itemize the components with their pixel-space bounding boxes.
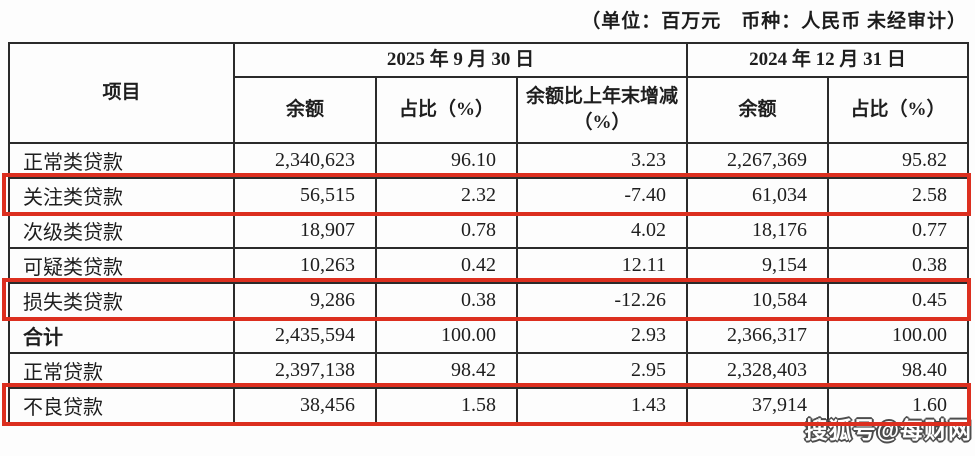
cell-change: 12.11: [515, 247, 689, 284]
row-performing-loans: 正常贷款 2,397,138 98.42 2.95 2,328,403 98.4…: [8, 352, 970, 389]
col-group-2024: 2024 年 12 月 31 日: [686, 42, 970, 78]
cell-balance-2025: 10,263: [233, 247, 377, 284]
cell-share-2024: 0.38: [827, 247, 970, 284]
row-label: 正常类贷款: [8, 142, 235, 179]
row-doubtful-loans: 可疑类贷款 10,263 0.42 12.11 9,154 0.38: [8, 247, 970, 284]
cell-share-2024: 2.58: [827, 177, 970, 214]
cell-change: 3.23: [515, 142, 689, 179]
cell-balance-2024: 61,034: [686, 177, 830, 214]
cell-share-2024: 98.40: [827, 352, 970, 389]
cell-balance-2025: 56,515: [233, 177, 377, 214]
cell-share-2025: 100.00: [375, 317, 518, 354]
col-header-change-vs-prior-year-end: 余额比上年末增减（%）: [515, 76, 689, 144]
cell-balance-2025: 2,435,594: [233, 317, 377, 354]
cell-share-2025: 98.42: [375, 352, 518, 389]
cell-share-2025: 0.78: [375, 212, 518, 249]
cell-balance-2024: 10,584: [686, 282, 830, 319]
row-loss-loans: 损失类贷款 9,286 0.38 -12.26 10,584 0.45: [8, 282, 970, 319]
cell-share-2025: 2.32: [375, 177, 518, 214]
col-header-share-2024: 占比（%）: [827, 76, 970, 144]
row-label: 可疑类贷款: [8, 247, 235, 284]
header-sub-row: 余额 占比（%） 余额比上年末增减（%） 余额 占比（%）: [9, 76, 970, 144]
row-label: 不良贷款: [8, 387, 235, 424]
cell-share-2024: 100.00: [827, 317, 970, 354]
col-group-2025: 2025 年 9 月 30 日: [232, 42, 689, 78]
cell-share-2024: 0.77: [827, 212, 970, 249]
cell-balance-2024: 2,328,403: [686, 352, 830, 389]
cell-change: 2.93: [515, 317, 689, 354]
loan-classification-table: 项目 2025 年 9 月 30 日 2024 年 12 月 31 日 余额 占…: [8, 42, 970, 424]
cell-change: 2.95: [515, 352, 689, 389]
row-label: 关注类贷款: [8, 177, 235, 214]
cell-share-2024: 0.45: [827, 282, 970, 319]
row-label: 合计: [8, 317, 235, 354]
cell-change: 4.02: [515, 212, 689, 249]
cell-balance-2024: 2,267,369: [686, 142, 830, 179]
row-label: 损失类贷款: [8, 282, 235, 319]
cell-share-2025: 0.42: [375, 247, 518, 284]
header-group-row: 项目 2025 年 9 月 30 日 2024 年 12 月 31 日: [8, 42, 970, 144]
row-label: 正常贷款: [8, 352, 235, 389]
col-header-item: 项目: [8, 42, 235, 144]
row-normal-category-loans: 正常类贷款 2,340,623 96.10 3.23 2,267,369 95.…: [8, 142, 970, 179]
cell-balance-2024: 2,366,317: [686, 317, 830, 354]
row-label: 次级类贷款: [8, 212, 235, 249]
cell-change: -7.40: [515, 177, 689, 214]
cell-change: 1.43: [515, 387, 689, 424]
cell-balance-2025: 9,286: [233, 282, 377, 319]
cell-balance-2025: 2,340,623: [233, 142, 377, 179]
col-header-balance-2025: 余额: [233, 76, 377, 144]
sohu-watermark: 搜狐号@每财网: [804, 417, 972, 443]
cell-share-2025: 0.38: [375, 282, 518, 319]
cell-balance-2025: 18,907: [233, 212, 377, 249]
cell-change: -12.26: [515, 282, 689, 319]
col-header-balance-2024: 余额: [686, 76, 830, 144]
cell-balance-2024: 37,914: [686, 387, 830, 424]
row-total: 合计 2,435,594 100.00 2.93 2,366,317 100.0…: [8, 317, 970, 354]
row-special-mention-loans: 关注类贷款 56,515 2.32 -7.40 61,034 2.58: [8, 177, 970, 214]
row-substandard-loans: 次级类贷款 18,907 0.78 4.02 18,176 0.77: [8, 212, 970, 249]
cell-balance-2025: 2,397,138: [233, 352, 377, 389]
cell-balance-2025: 38,456: [233, 387, 377, 424]
cell-share-2025: 96.10: [375, 142, 518, 179]
unit-currency-note: （单位：百万元 币种：人民币 未经审计）: [581, 11, 967, 32]
cell-share-2024: 1.60: [827, 387, 970, 424]
cell-balance-2024: 18,176: [686, 212, 830, 249]
cell-share-2024: 95.82: [827, 142, 970, 179]
cell-share-2025: 1.58: [375, 387, 518, 424]
cell-balance-2024: 9,154: [686, 247, 830, 284]
col-header-share-2025: 占比（%）: [375, 76, 518, 144]
